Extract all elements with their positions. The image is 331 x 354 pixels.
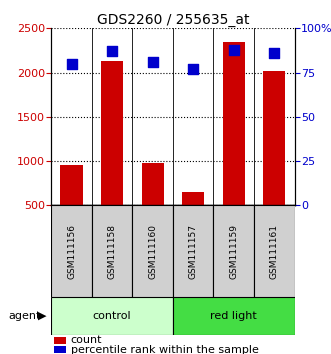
Text: GSM111159: GSM111159 bbox=[229, 224, 238, 279]
Text: red light: red light bbox=[211, 311, 257, 321]
Text: ▶: ▶ bbox=[38, 311, 47, 321]
Bar bbox=[51, 205, 92, 297]
Text: agent: agent bbox=[8, 311, 41, 321]
Bar bbox=[223, 42, 245, 205]
Bar bbox=[173, 297, 295, 335]
Bar bbox=[54, 337, 66, 344]
Text: GSM111157: GSM111157 bbox=[189, 224, 198, 279]
Point bbox=[110, 48, 115, 54]
Title: GDS2260 / 255635_at: GDS2260 / 255635_at bbox=[97, 13, 249, 27]
Bar bbox=[182, 192, 204, 205]
Point bbox=[191, 66, 196, 72]
Text: count: count bbox=[71, 335, 102, 346]
Bar bbox=[54, 346, 66, 353]
Bar bbox=[51, 297, 173, 335]
Bar bbox=[173, 205, 213, 297]
Text: GSM111156: GSM111156 bbox=[67, 224, 76, 279]
Bar bbox=[142, 163, 164, 205]
Point bbox=[272, 50, 277, 56]
Text: GSM111160: GSM111160 bbox=[148, 224, 157, 279]
Bar bbox=[132, 205, 173, 297]
Point bbox=[231, 47, 236, 52]
Text: control: control bbox=[93, 311, 131, 321]
Bar bbox=[254, 205, 295, 297]
Point bbox=[69, 61, 74, 67]
Text: percentile rank within the sample: percentile rank within the sample bbox=[71, 345, 259, 354]
Bar bbox=[61, 166, 83, 205]
Text: GSM111161: GSM111161 bbox=[270, 224, 279, 279]
Bar bbox=[92, 205, 132, 297]
Text: GSM111158: GSM111158 bbox=[108, 224, 117, 279]
Bar bbox=[101, 61, 123, 205]
Bar bbox=[263, 71, 285, 205]
Bar bbox=[213, 205, 254, 297]
Point bbox=[150, 59, 155, 65]
